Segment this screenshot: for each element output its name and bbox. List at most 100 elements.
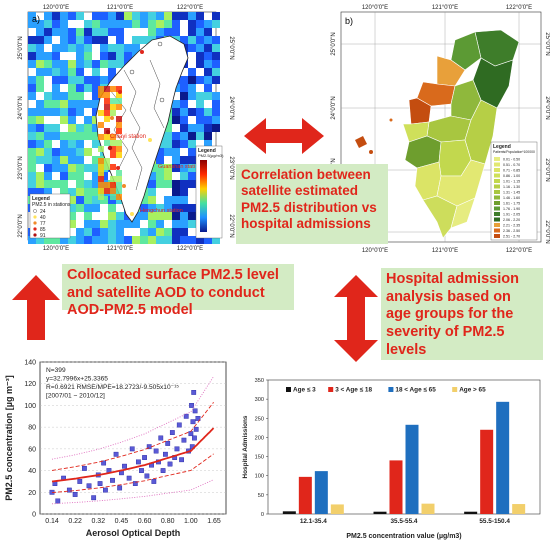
- aod-pixel: [204, 116, 212, 124]
- aod-pixel: [100, 28, 108, 36]
- bar-legend-item: 3 < Age ≤ 18: [335, 387, 372, 394]
- aod-pixel: [36, 28, 44, 36]
- aod-pixel: [76, 196, 84, 204]
- aod-pixel: [204, 28, 212, 36]
- aod-pixel: [172, 220, 180, 228]
- aod-pixel: [188, 92, 196, 100]
- scatter-y-tick: 120: [24, 381, 36, 388]
- admission-legend-item: 0.86 - 1.00: [503, 174, 520, 178]
- aod-pixel: [52, 124, 60, 132]
- aod-pixel: [36, 124, 44, 132]
- a-lon-tick-bottom-2: 121°0'0"E: [107, 246, 133, 252]
- aod-pixel: [116, 36, 124, 44]
- aod-pixel: [68, 84, 76, 92]
- aod-pixel: [84, 84, 92, 92]
- aod-pixel: [148, 236, 156, 244]
- aod-pixel: [28, 108, 36, 116]
- scatter-point: [160, 468, 166, 473]
- scatter-point: [174, 446, 180, 452]
- aod-pixel: [108, 60, 116, 68]
- aod-pixel: [116, 44, 124, 52]
- aod-pixel: [204, 108, 212, 116]
- aod-pixel: [60, 172, 68, 180]
- aod-pixel-west: [116, 152, 122, 158]
- aod-pixel: [196, 36, 204, 44]
- aod-pixel: [204, 68, 212, 76]
- aod-pixel: [132, 220, 140, 228]
- offshore-islands-b: [355, 118, 393, 154]
- aod-pixel: [172, 20, 180, 28]
- aod-pixel: [100, 228, 108, 236]
- a-lat-tick-right-1: 25°0'0"N: [228, 36, 234, 59]
- bar-svg: 0 50 100 150 200 250 300 350 12.1-35.4 35.5-55.4 5…: [242, 378, 541, 540]
- aod-pixel: [204, 84, 212, 92]
- aod-pixel: [92, 92, 100, 100]
- aod-pixel: [204, 132, 212, 140]
- aod-pixel: [180, 76, 188, 84]
- aod-pixel: [92, 124, 100, 132]
- aod-pixel-west: [116, 170, 122, 176]
- aod-pixel: [164, 12, 172, 20]
- aod-pixel: [196, 132, 204, 140]
- aod-pixel: [148, 196, 156, 204]
- aod-pixel-west: [116, 86, 122, 92]
- aod-pixel: [60, 236, 68, 244]
- aod-pixel: [172, 180, 180, 188]
- aod-pixel: [124, 12, 132, 20]
- aod-pixel: [172, 108, 180, 116]
- aod-pixel: [52, 20, 60, 28]
- bar-legend-swatch: [286, 387, 291, 392]
- aod-pixel: [84, 100, 92, 108]
- aod-pixel-west: [98, 164, 104, 170]
- aod-pixel: [28, 188, 36, 196]
- aod-pixel: [156, 156, 164, 164]
- aod-pixel: [188, 124, 196, 132]
- aod-pixel-west: [104, 110, 110, 116]
- aod-pixel: [156, 228, 164, 236]
- panel-a-label: a): [32, 14, 40, 24]
- aod-pixel: [172, 204, 180, 212]
- aod-pixel: [60, 44, 68, 52]
- aod-pixel: [76, 100, 84, 108]
- station-legend-item-1: 24: [40, 209, 46, 215]
- aod-pixel: [124, 44, 132, 52]
- aod-pixel-west: [116, 92, 122, 98]
- aod-pixel: [164, 148, 172, 156]
- scatter-x-label: Aerosol Optical Depth: [86, 528, 181, 538]
- admission-legend-item: 0.01 - 0.50: [503, 158, 520, 162]
- aod-pixel: [164, 28, 172, 36]
- scatter-y-tick: 20: [28, 490, 36, 497]
- aod-pixel: [180, 12, 188, 20]
- a-lon-tick-bottom-3: 122°0'0"E: [177, 246, 203, 252]
- aod-pixel: [148, 204, 156, 212]
- aod-pixel: [44, 68, 52, 76]
- scatter-point: [110, 477, 115, 483]
- aod-pixel: [188, 132, 196, 140]
- admission-legend-item: 2.06 - 2.20: [503, 218, 520, 222]
- scatter-point: [81, 465, 87, 471]
- aod-pixel-west: [110, 182, 116, 188]
- aod-pixel: [84, 220, 92, 228]
- aod-pixel: [212, 92, 220, 100]
- scatter-y-tick: 60: [28, 446, 36, 453]
- aod-pixel: [92, 220, 100, 228]
- scatter-y-tick: 80: [28, 425, 36, 432]
- aod-pixel: [212, 20, 220, 28]
- scatter-point: [192, 435, 197, 441]
- aod-pixel-west: [98, 158, 104, 164]
- aod-pixel-west: [104, 134, 110, 140]
- scatter-point: [193, 426, 199, 432]
- aod-pixel: [140, 228, 148, 236]
- aod-pixel: [28, 36, 36, 44]
- admission-legend-swatch: [494, 162, 500, 167]
- aod-pixel: [212, 236, 220, 244]
- admission-legend-item: 1.46 - 1.60: [503, 196, 520, 200]
- bar-y-tick: 100: [255, 474, 264, 480]
- aod-pixel: [116, 228, 124, 236]
- aod-pixel: [172, 156, 180, 164]
- aod-pixel: [52, 92, 60, 100]
- scatter-point: [188, 431, 194, 437]
- aod-pixel: [100, 76, 108, 84]
- admission-legend-item: 2.36 - 2.50: [503, 229, 520, 233]
- a-lat-tick-right-2: 24°0'0"N: [228, 96, 234, 119]
